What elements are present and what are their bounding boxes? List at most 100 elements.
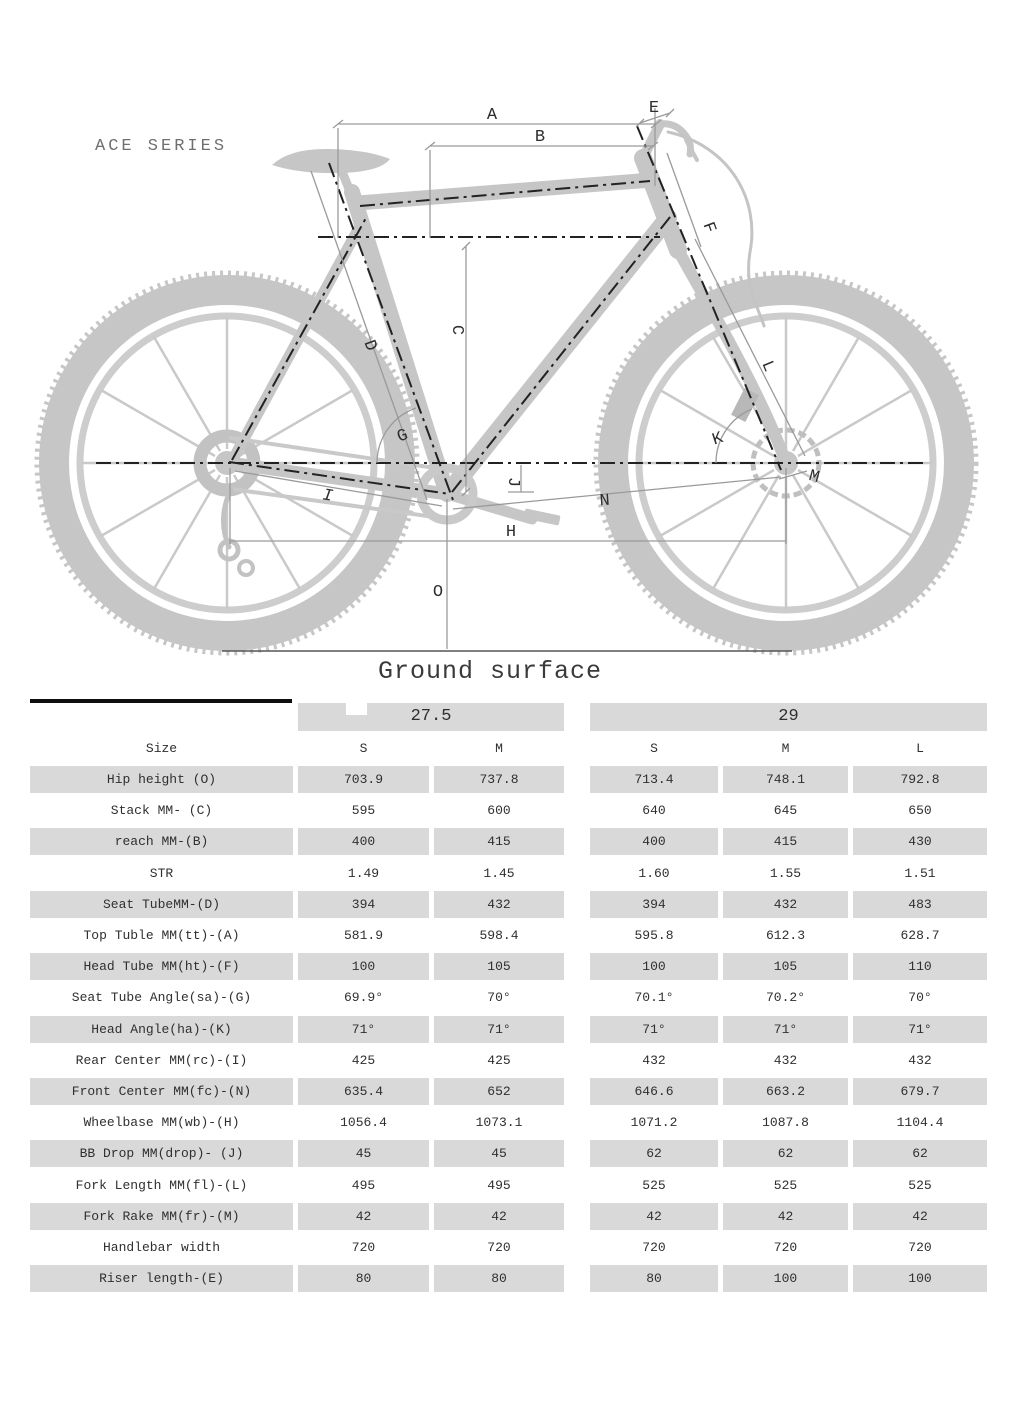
- table-row: Fork Length MM(fl)-(L) 495 495 525 525 525: [30, 1169, 987, 1200]
- table-row: Head Tube MM(ht)-(F) 100 105 100 105 110: [30, 951, 987, 982]
- spec-value: 80: [590, 1265, 718, 1293]
- spec-value: 600: [487, 803, 511, 819]
- spec-label: Riser length-(E): [30, 1265, 293, 1293]
- spec-value: 703.9: [298, 766, 429, 794]
- spec-value: 100: [590, 953, 718, 981]
- spec-value: 70.2°: [765, 990, 805, 1006]
- spec-value: 628.7: [900, 928, 940, 944]
- spec-value: 71°: [723, 1015, 848, 1043]
- spec-value: 400: [590, 828, 718, 856]
- spec-value: 394: [590, 890, 718, 918]
- spec-value: 432: [642, 1052, 666, 1068]
- spec-value: 679.7: [853, 1077, 987, 1105]
- bike-silhouette: [34, 119, 979, 656]
- spec-label: Seat TubeMM-(D): [30, 890, 293, 918]
- label-C: C: [447, 325, 466, 335]
- spec-value: 432: [908, 1052, 932, 1068]
- spec-value: 105: [723, 953, 848, 981]
- table-row: Head Angle(ha)-(K) 71° 71° 71° 71° 71°: [30, 1014, 987, 1045]
- spec-label: Fork Rake MM(fr)-(M): [30, 1202, 293, 1230]
- dimension-labels: A B C D E F G H I J K L M N O: [321, 99, 821, 602]
- spec-label: STR: [149, 865, 174, 881]
- spec-value: 71°: [298, 1015, 429, 1043]
- spec-value: 1056.4: [340, 1115, 387, 1131]
- spec-value: 720: [642, 1239, 666, 1255]
- table-row: Seat TubeMM-(D) 394 432 394 432 483: [30, 889, 987, 920]
- spec-value: 720: [773, 1239, 798, 1255]
- spec-label: Front Center MM(fc)-(N): [30, 1077, 293, 1105]
- spec-value: 69.9°: [343, 990, 383, 1006]
- spec-value: 1.51: [904, 865, 936, 881]
- spec-value: 70°: [908, 990, 932, 1006]
- label-E: E: [649, 99, 659, 118]
- brake-caliper: [731, 388, 759, 422]
- col-header: S: [359, 740, 368, 756]
- spec-label: Head Angle(ha)-(K): [30, 1015, 293, 1043]
- spec-label: Handlebar width: [102, 1239, 221, 1255]
- col-header: S: [650, 740, 658, 756]
- spec-value: 45: [298, 1140, 429, 1168]
- spec-value: 495: [487, 1177, 511, 1193]
- col-header: M: [495, 740, 503, 756]
- top-rule: [30, 699, 292, 703]
- bike-geometry-svg: A B C D E F G H I J K L M N O: [34, 99, 979, 656]
- spec-value: 42: [590, 1202, 718, 1230]
- spec-value: 1.49: [347, 865, 380, 881]
- spec-label: Fork Length MM(fl)-(L): [75, 1177, 248, 1193]
- geometry-diagram: ACE SERIES: [0, 0, 1024, 695]
- spec-label: Head Tube MM(ht)-(F): [30, 953, 293, 981]
- spec-label: Seat Tube Angle(sa)-(G): [71, 990, 252, 1006]
- spec-value: 720: [487, 1239, 511, 1255]
- axis-lines: [96, 125, 926, 501]
- spec-value: 432: [434, 890, 564, 918]
- label-H: H: [506, 523, 516, 542]
- table-row: reach MM-(B) 400 415 400 415 430: [30, 826, 987, 857]
- spec-value: 525: [773, 1177, 798, 1193]
- label-J: J: [503, 477, 522, 487]
- table-row: Fork Rake MM(fr)-(M) 42 42 42 42 42: [30, 1201, 987, 1232]
- table-row: Handlebar width 720 720 720 720 720: [30, 1232, 987, 1263]
- spec-value: 598.4: [479, 928, 519, 944]
- spec-value: 80: [434, 1265, 564, 1293]
- table-row: Wheelbase MM(wb)-(H) 1056.4 1073.1 1071.2 10…: [30, 1107, 987, 1138]
- spec-value: 720: [351, 1239, 376, 1255]
- spec-value: 652: [434, 1077, 564, 1105]
- spec-value: 595: [351, 803, 376, 819]
- spec-rows: Hip height (O) 703.9 737.8 713.4 748.1 792.8 …: [30, 764, 987, 1294]
- col-header: L: [916, 740, 924, 756]
- spec-value: 1087.8: [762, 1115, 809, 1131]
- pedal: [523, 508, 561, 526]
- label-M: M: [807, 467, 822, 488]
- table-row: Hip height (O) 703.9 737.8 713.4 748.1 792.8: [30, 764, 987, 795]
- crank-arm: [441, 488, 538, 525]
- spec-value: 62: [853, 1140, 987, 1168]
- spec-value: 432: [773, 1052, 798, 1068]
- table-row: Rear Center MM(rc)-(I) 425 425 432 432 432: [30, 1045, 987, 1076]
- spec-value: 62: [723, 1140, 848, 1168]
- label-I: I: [321, 486, 334, 506]
- stem: [638, 119, 665, 163]
- spec-label: Wheelbase MM(wb)-(H): [83, 1115, 240, 1131]
- col-header: M: [781, 740, 790, 756]
- table-row: STR 1.49 1.45 1.60 1.55 1.51: [30, 858, 987, 889]
- size-header: Size: [145, 740, 178, 756]
- spec-value: 1.60: [638, 865, 670, 881]
- spec-value: 400: [298, 828, 429, 856]
- spec-value: 100: [723, 1265, 848, 1293]
- spec-value: 71°: [434, 1015, 564, 1043]
- spec-value: 720: [908, 1239, 932, 1255]
- spec-value: 635.4: [298, 1077, 429, 1105]
- spec-label: Stack MM- (C): [110, 803, 213, 819]
- spec-label: reach MM-(B): [30, 828, 293, 856]
- table-row: Seat Tube Angle(sa)-(G) 69.9° 70° 70.1° 70.2…: [30, 982, 987, 1013]
- spec-value: 70°: [487, 990, 511, 1006]
- spec-value: 713.4: [590, 766, 718, 794]
- wheel-group-header-29: 29: [590, 703, 987, 731]
- spec-value: 425: [351, 1052, 376, 1068]
- front-wheel: [593, 270, 979, 656]
- label-A: A: [487, 106, 498, 125]
- size-header-row: Size S M S M L: [30, 734, 987, 762]
- spec-value: 42: [434, 1202, 564, 1230]
- frame: [217, 119, 792, 577]
- saddle: [272, 148, 390, 174]
